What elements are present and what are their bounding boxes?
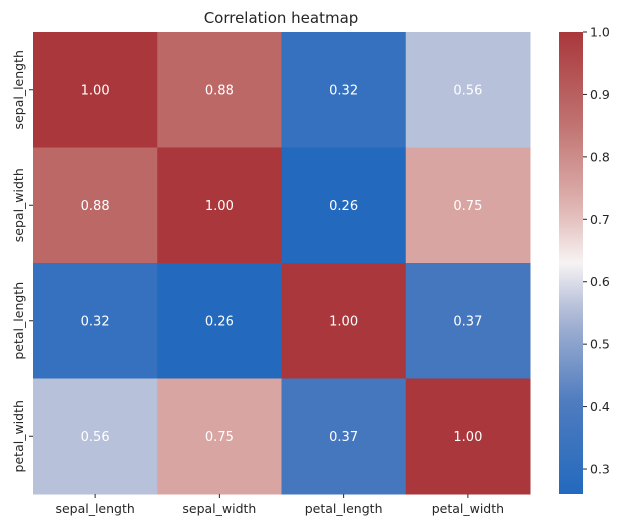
- cell-value-label: 0.88: [81, 199, 110, 214]
- y-axis-ticks: sepal_length sepal_width petal_lengthpetal…: [11, 50, 33, 472]
- heatmap-cell-petal_width-sepal_length: [33, 378, 158, 495]
- cell-value-label: 0.26: [329, 199, 358, 214]
- heatmap-cell-sepal_width-petal_width: [405, 147, 531, 264]
- cell-value-label: 0.75: [205, 430, 234, 445]
- y-tick-label: sepal_width: [11, 168, 26, 242]
- heatmap-cell-petal_length-sepal_width: [157, 263, 282, 379]
- colorbar-tick-label: 0.9: [590, 87, 610, 102]
- cell-value-label: 0.56: [453, 83, 482, 98]
- y-tick-label: sepal_length: [11, 50, 26, 129]
- cell-value-label: 0.26: [205, 314, 234, 329]
- heatmap-cell-petal_width-sepal_width: [157, 378, 282, 495]
- cell-value-label: 0.56: [81, 430, 110, 445]
- cell-value-label: 0.37: [329, 430, 358, 445]
- heatmap-cell-sepal_length-petal_width: [405, 32, 531, 148]
- colorbar-tick-label: 1.0: [590, 25, 610, 40]
- y-tick-label: petal_width: [11, 400, 26, 472]
- y-tick-label: petal_length: [11, 282, 26, 360]
- colorbar-tick-label: 0.6: [590, 274, 610, 289]
- colorbar-gradient: [559, 32, 583, 494]
- cell-value-label: 1.00: [205, 199, 234, 214]
- x-tick-label: sepal_width: [182, 501, 256, 516]
- heatmap-cell-petal_length-petal_width: [405, 263, 531, 379]
- heatmap-cell-sepal_width-sepal_width: [157, 147, 282, 264]
- colorbar-tick-label: 0.3: [590, 462, 610, 477]
- colorbar-tick-label: 0.8: [590, 149, 610, 164]
- colorbar: 0.3 0.4 0.5 0.6 0.7 0.8 0.9 1.0: [559, 25, 610, 494]
- x-tick-label: sepal_length: [55, 501, 134, 516]
- heatmap-cell-sepal_length-petal_length: [281, 32, 407, 148]
- cell-annotations: 1.00 0.88 0.32 0.56 0.88 1.00 0.26 0.75 0.32 0.26…: [81, 83, 483, 445]
- heatmap-cell-petal_width-petal_length: [281, 378, 407, 495]
- colorbar-tick-label: 0.5: [590, 337, 610, 352]
- x-tick-label: petal_width: [432, 501, 504, 516]
- cell-value-label: 1.00: [453, 430, 482, 445]
- cell-value-label: 0.32: [81, 314, 110, 329]
- cell-value-label: 1.00: [81, 83, 110, 98]
- heatmap-cell-sepal_width-sepal_length: [33, 147, 158, 264]
- colorbar-tick-label: 0.7: [590, 212, 610, 227]
- x-axis-ticks: sepal_length sepal_width petal_length petal…: [55, 494, 504, 516]
- heatmap-cell-petal_length-sepal_length: [33, 263, 158, 379]
- heatmap-cells: [33, 32, 531, 495]
- heatmap-cell-petal_length-petal_length: [281, 263, 407, 379]
- cell-value-label: 0.75: [453, 199, 482, 214]
- heatmap-cell-sepal_length-sepal_length: [33, 32, 158, 148]
- colorbar-tick-label: 0.4: [590, 399, 610, 414]
- x-tick-label: petal_length: [305, 501, 383, 516]
- cell-value-label: 0.32: [329, 83, 358, 98]
- cell-value-label: 1.00: [329, 314, 358, 329]
- cell-value-label: 0.37: [453, 314, 482, 329]
- cell-value-label: 0.88: [205, 83, 234, 98]
- heatmap-cell-petal_width-petal_width: [405, 378, 531, 495]
- heatmap-cell-sepal_length-sepal_width: [157, 32, 282, 148]
- chart-title: Correlation heatmap: [204, 9, 359, 27]
- heatmap-cell-sepal_width-petal_length: [281, 147, 407, 264]
